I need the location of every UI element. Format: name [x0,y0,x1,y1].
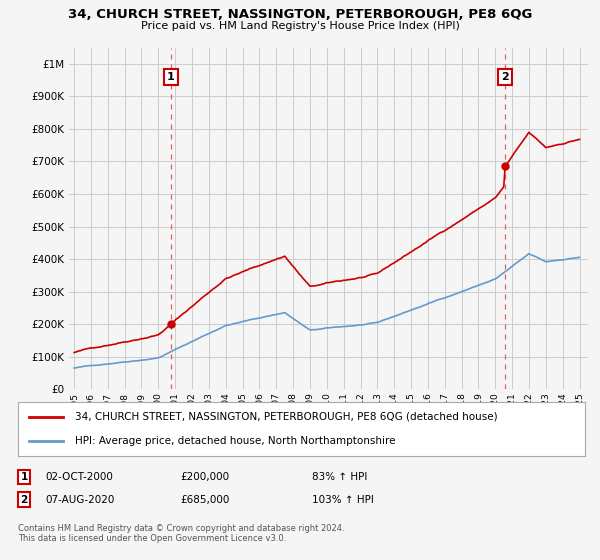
Text: Contains HM Land Registry data © Crown copyright and database right 2024.
This d: Contains HM Land Registry data © Crown c… [18,524,344,543]
Text: 34, CHURCH STREET, NASSINGTON, PETERBOROUGH, PE8 6QG (detached house): 34, CHURCH STREET, NASSINGTON, PETERBORO… [75,412,497,422]
Text: £200,000: £200,000 [180,472,229,482]
Text: HPI: Average price, detached house, North Northamptonshire: HPI: Average price, detached house, Nort… [75,436,395,446]
Text: Price paid vs. HM Land Registry's House Price Index (HPI): Price paid vs. HM Land Registry's House … [140,21,460,31]
Text: 1: 1 [20,472,28,482]
Text: £685,000: £685,000 [180,494,229,505]
Text: 103% ↑ HPI: 103% ↑ HPI [312,494,374,505]
Text: 34, CHURCH STREET, NASSINGTON, PETERBOROUGH, PE8 6QG: 34, CHURCH STREET, NASSINGTON, PETERBORO… [68,8,532,21]
Text: 07-AUG-2020: 07-AUG-2020 [45,494,115,505]
Text: 2: 2 [501,72,509,82]
Text: 02-OCT-2000: 02-OCT-2000 [45,472,113,482]
Text: 2: 2 [20,494,28,505]
Text: 1: 1 [167,72,175,82]
Text: 83% ↑ HPI: 83% ↑ HPI [312,472,367,482]
